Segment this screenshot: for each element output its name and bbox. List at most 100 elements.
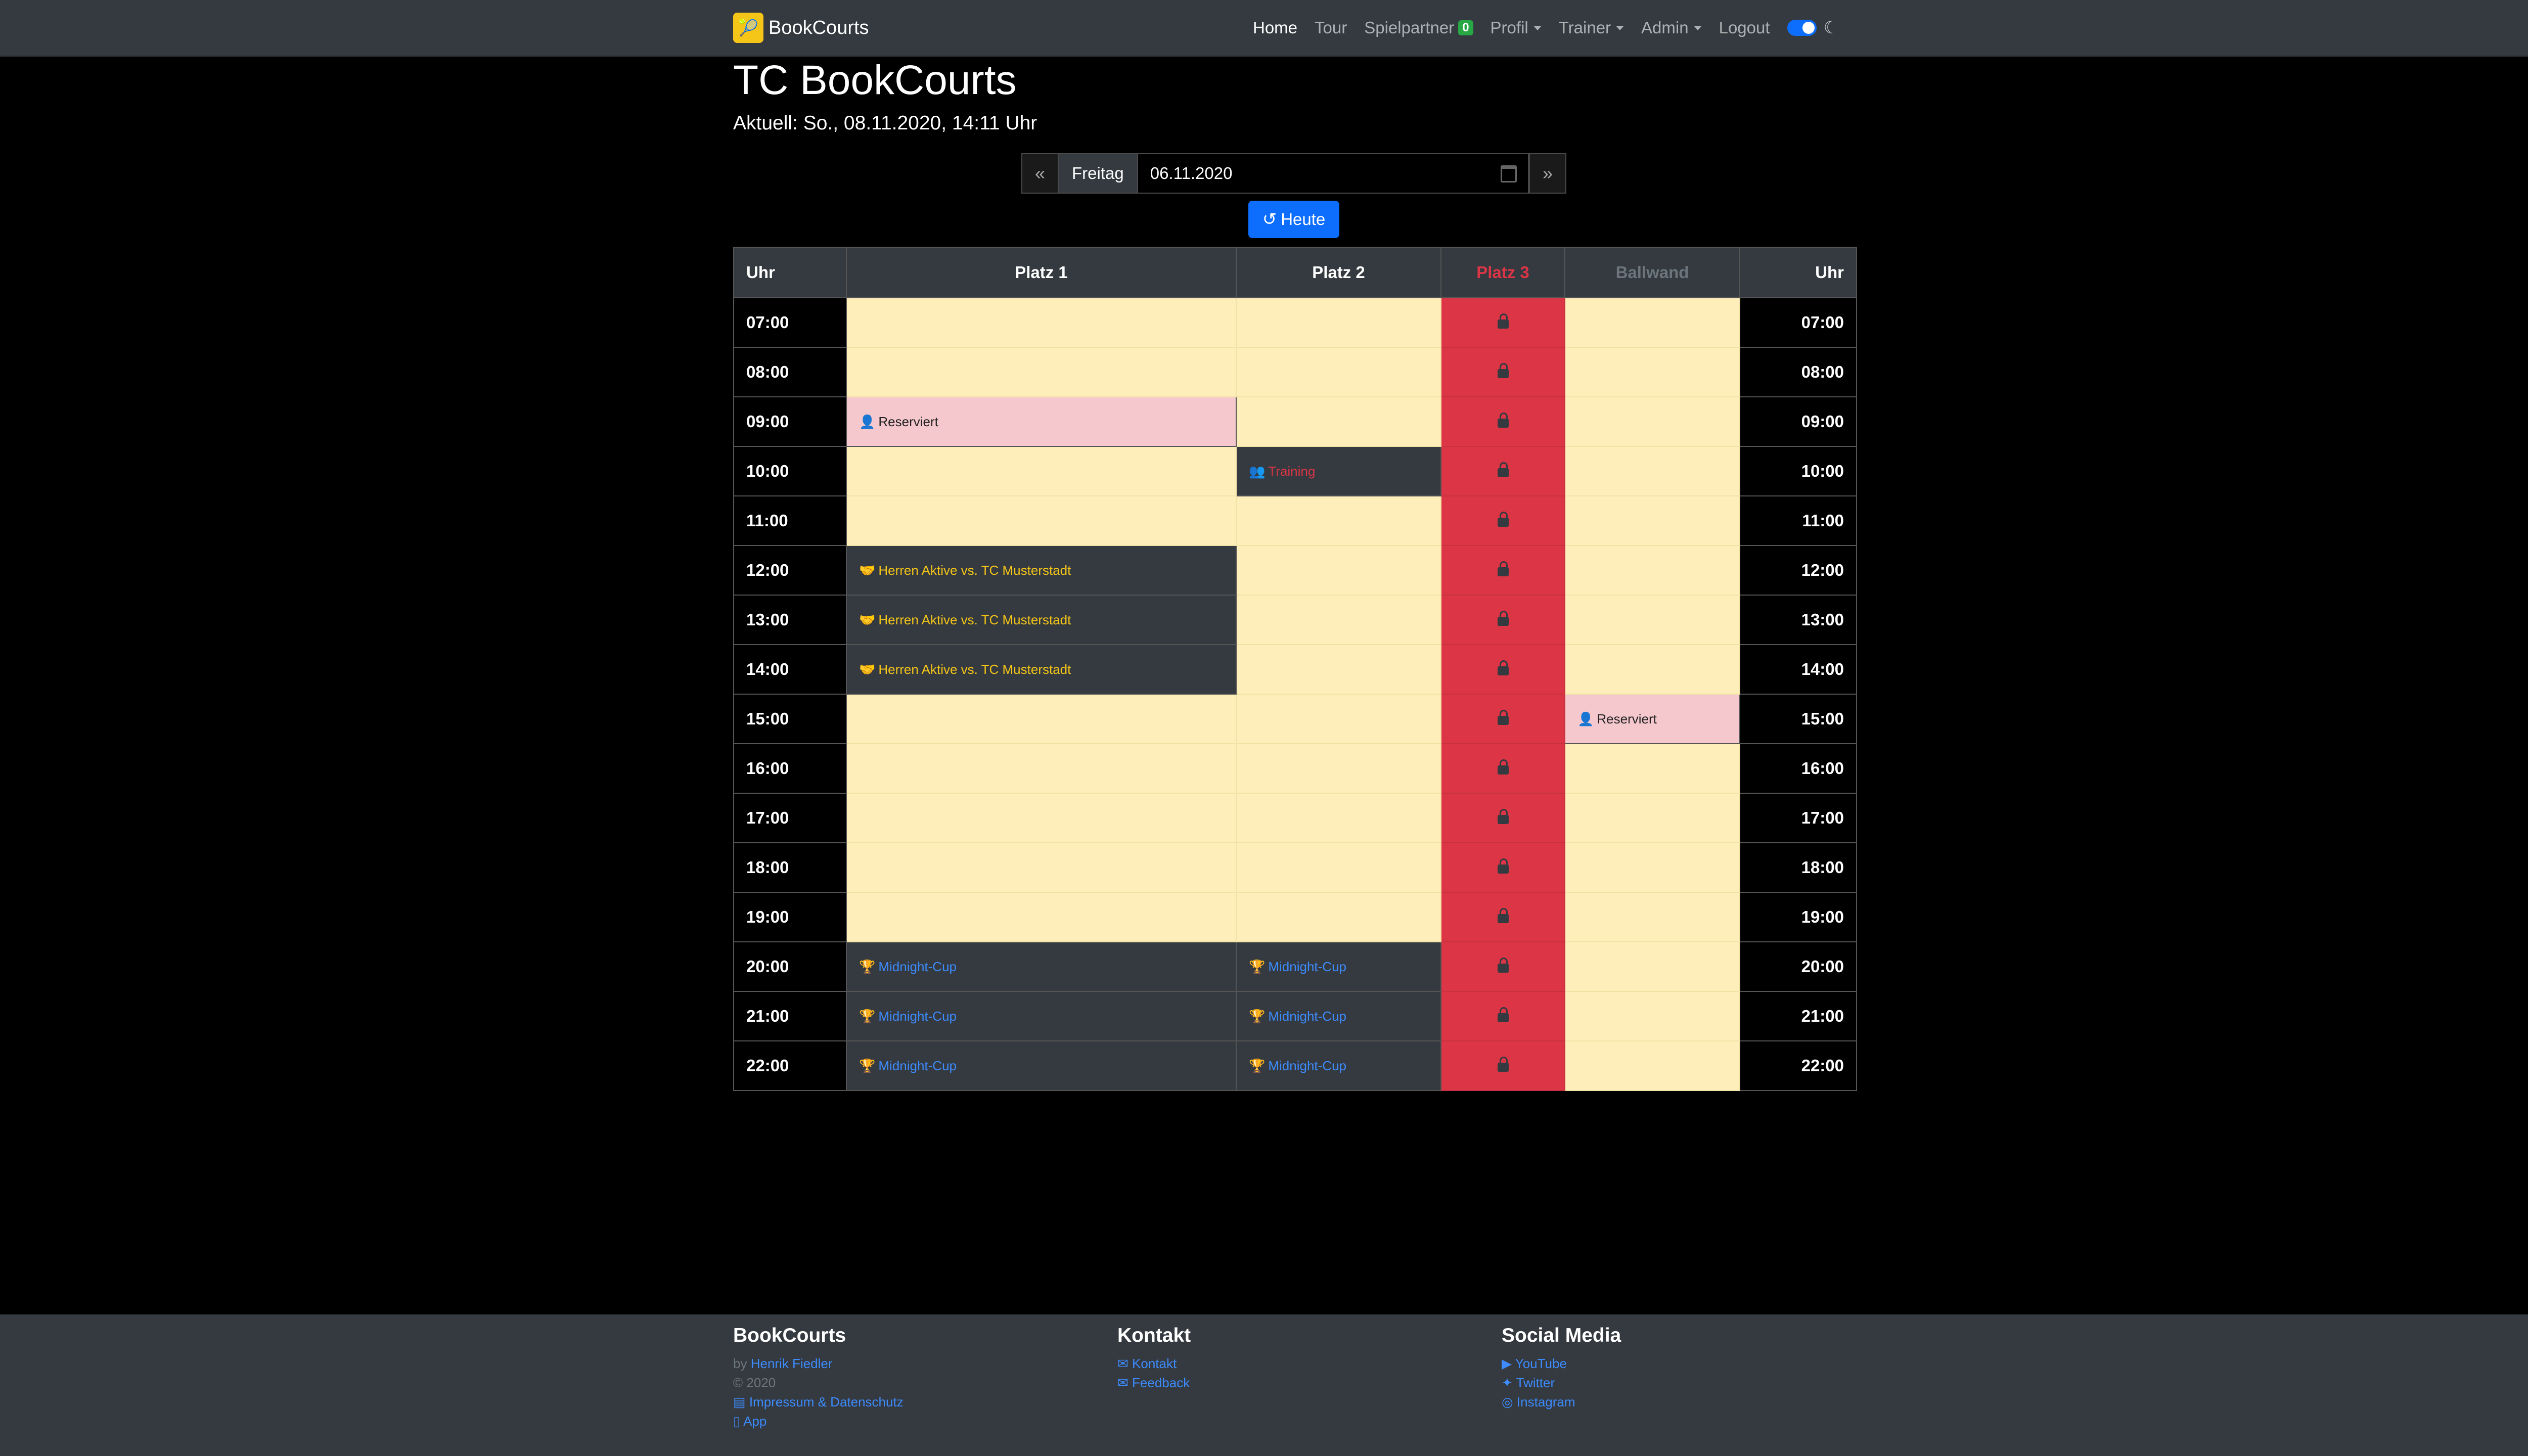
slot-platz-1[interactable] bbox=[846, 347, 1237, 397]
trainer-group-icon: 👥 bbox=[1249, 463, 1266, 479]
footer-col-kontakt: Kontakt ✉ Kontakt ✉ Feedback bbox=[1117, 1325, 1191, 1392]
slot-platz-1[interactable]: 🤝 Herren Aktive vs. TC Musterstadt bbox=[846, 545, 1237, 596]
slot-ballwand[interactable] bbox=[1564, 793, 1740, 843]
table-row: 20:00 🏆 Midnight-Cup 🏆 Midnight-Cup 20:00 bbox=[733, 941, 1857, 992]
date-input[interactable]: 06.11.2020 bbox=[1137, 153, 1529, 194]
footer-feedback-label: Feedback bbox=[1132, 1375, 1190, 1390]
slot-platz-1[interactable] bbox=[846, 793, 1237, 843]
calendar-icon[interactable] bbox=[1501, 165, 1517, 183]
slot-platz-2[interactable]: 👥 Training bbox=[1236, 446, 1441, 496]
slot-platz-2[interactable]: 🏆 Midnight-Cup bbox=[1236, 991, 1441, 1041]
slot-platz-2[interactable] bbox=[1236, 694, 1441, 744]
slot-label: Midnight-Cup bbox=[878, 959, 957, 974]
moon-icon: ☾ bbox=[1823, 18, 1839, 37]
footer-app-link[interactable]: ▯ App bbox=[733, 1412, 904, 1431]
slot-platz-1[interactable]: 🏆 Midnight-Cup bbox=[846, 1040, 1237, 1091]
slot-ballwand[interactable] bbox=[1564, 396, 1740, 447]
slot-platz-2[interactable] bbox=[1236, 644, 1441, 695]
nav-home[interactable]: Home bbox=[1253, 18, 1298, 37]
slot-ballwand[interactable] bbox=[1564, 991, 1740, 1041]
slot-platz-1[interactable]: 🏆 Midnight-Cup bbox=[846, 941, 1237, 992]
footer-feedback-link[interactable]: ✉ Feedback bbox=[1117, 1373, 1191, 1392]
slot-ballwand[interactable] bbox=[1564, 644, 1740, 695]
footer-author-link[interactable]: Henrik Fiedler bbox=[750, 1356, 833, 1371]
slot-platz-2[interactable] bbox=[1236, 842, 1441, 893]
slot-platz-3 bbox=[1440, 793, 1565, 843]
footer-kontakt-link[interactable]: ✉ Kontakt bbox=[1117, 1354, 1191, 1373]
footer-impressum-link[interactable]: ▤ Impressum & Datenschutz bbox=[733, 1392, 904, 1412]
header-platz-2: Platz 2 bbox=[1236, 247, 1441, 298]
slot-platz-2[interactable] bbox=[1236, 743, 1441, 794]
time-cell-right: 08:00 bbox=[1739, 347, 1857, 397]
slot-platz-1[interactable]: 🤝 Herren Aktive vs. TC Musterstadt bbox=[846, 595, 1237, 645]
slot-ballwand[interactable]: 👤 Reserviert bbox=[1564, 694, 1740, 744]
slot-ballwand[interactable] bbox=[1564, 545, 1740, 596]
time-cell-right: 22:00 bbox=[1739, 1040, 1857, 1091]
slot-platz-2[interactable] bbox=[1236, 297, 1441, 348]
footer-impressum-label: Impressum & Datenschutz bbox=[749, 1394, 904, 1409]
slot-ballwand[interactable] bbox=[1564, 347, 1740, 397]
nav-spielpartner[interactable]: Spielpartner 0 bbox=[1364, 18, 1473, 37]
slot-platz-1[interactable] bbox=[846, 743, 1237, 794]
time-cell-left: 12:00 bbox=[733, 545, 847, 596]
time-cell-left: 19:00 bbox=[733, 892, 847, 942]
slot-platz-2[interactable]: 🏆 Midnight-Cup bbox=[1236, 1040, 1441, 1091]
slot-platz-1[interactable] bbox=[846, 892, 1237, 942]
prev-day-button[interactable]: « bbox=[1021, 153, 1059, 194]
slot-platz-3 bbox=[1440, 941, 1565, 992]
footer-instagram-label: Instagram bbox=[1516, 1394, 1575, 1409]
table-row: 07:00 07:00 bbox=[733, 297, 1857, 348]
slot-platz-1[interactable]: 🤝 Herren Aktive vs. TC Musterstadt bbox=[846, 644, 1237, 695]
slot-ballwand[interactable] bbox=[1564, 446, 1740, 496]
slot-platz-1[interactable] bbox=[846, 297, 1237, 348]
footer-instagram-link[interactable]: ◎ Instagram bbox=[1502, 1392, 1621, 1412]
footer-youtube-link[interactable]: ▶ YouTube bbox=[1502, 1354, 1621, 1373]
header-time-right: Uhr bbox=[1739, 247, 1857, 298]
time-cell-right: 12:00 bbox=[1739, 545, 1857, 596]
dark-mode-toggle[interactable] bbox=[1787, 20, 1817, 36]
slot-ballwand[interactable] bbox=[1564, 1040, 1740, 1091]
slot-platz-2[interactable] bbox=[1236, 347, 1441, 397]
slot-platz-2[interactable] bbox=[1236, 545, 1441, 596]
slot-label: Training bbox=[1268, 463, 1316, 479]
today-button[interactable]: ↺ Heute bbox=[1248, 201, 1339, 238]
nav-tour[interactable]: Tour bbox=[1315, 18, 1347, 37]
slot-ballwand[interactable] bbox=[1564, 743, 1740, 794]
table-header-row: Uhr Platz 1 Platz 2 Platz 3 Ballwand Uhr bbox=[733, 247, 1857, 298]
table-row: 18:00 18:00 bbox=[733, 842, 1857, 893]
slot-platz-2[interactable] bbox=[1236, 495, 1441, 546]
slot-platz-1[interactable] bbox=[846, 694, 1237, 744]
time-cell-right: 17:00 bbox=[1739, 793, 1857, 843]
lock-icon bbox=[1497, 907, 1509, 923]
brand-link[interactable]: 🎾 BookCourts bbox=[733, 13, 869, 43]
nav-trainer-dropdown[interactable]: Trainer bbox=[1559, 18, 1624, 37]
tennis-ball-logo-icon: 🎾 bbox=[733, 13, 763, 43]
slot-platz-2[interactable] bbox=[1236, 793, 1441, 843]
slot-platz-2[interactable] bbox=[1236, 595, 1441, 645]
slot-ballwand[interactable] bbox=[1564, 892, 1740, 942]
slot-platz-3 bbox=[1440, 446, 1565, 496]
time-cell-right: 13:00 bbox=[1739, 595, 1857, 645]
slot-ballwand[interactable] bbox=[1564, 297, 1740, 348]
footer-twitter-link[interactable]: ✦ Twitter bbox=[1502, 1373, 1621, 1392]
slot-platz-1[interactable]: 🏆 Midnight-Cup bbox=[846, 991, 1237, 1041]
nav-admin-dropdown[interactable]: Admin bbox=[1641, 18, 1702, 37]
time-cell-right: 18:00 bbox=[1739, 842, 1857, 893]
time-cell-left: 17:00 bbox=[733, 793, 847, 843]
slot-platz-2[interactable] bbox=[1236, 892, 1441, 942]
nav-profil-dropdown[interactable]: Profil bbox=[1491, 18, 1542, 37]
slot-platz-1[interactable] bbox=[846, 495, 1237, 546]
slot-platz-2[interactable]: 🏆 Midnight-Cup bbox=[1236, 941, 1441, 992]
time-cell-right: 07:00 bbox=[1739, 297, 1857, 348]
slot-platz-1[interactable]: 👤 Reserviert bbox=[846, 396, 1237, 447]
slot-ballwand[interactable] bbox=[1564, 495, 1740, 546]
table-row: 10:00 👥 Training 10:00 bbox=[733, 446, 1857, 496]
slot-platz-2[interactable] bbox=[1236, 396, 1441, 447]
slot-ballwand[interactable] bbox=[1564, 595, 1740, 645]
slot-platz-1[interactable] bbox=[846, 446, 1237, 496]
slot-ballwand[interactable] bbox=[1564, 842, 1740, 893]
slot-ballwand[interactable] bbox=[1564, 941, 1740, 992]
slot-platz-1[interactable] bbox=[846, 842, 1237, 893]
nav-logout[interactable]: Logout bbox=[1719, 18, 1770, 37]
next-day-button[interactable]: » bbox=[1529, 153, 1566, 194]
